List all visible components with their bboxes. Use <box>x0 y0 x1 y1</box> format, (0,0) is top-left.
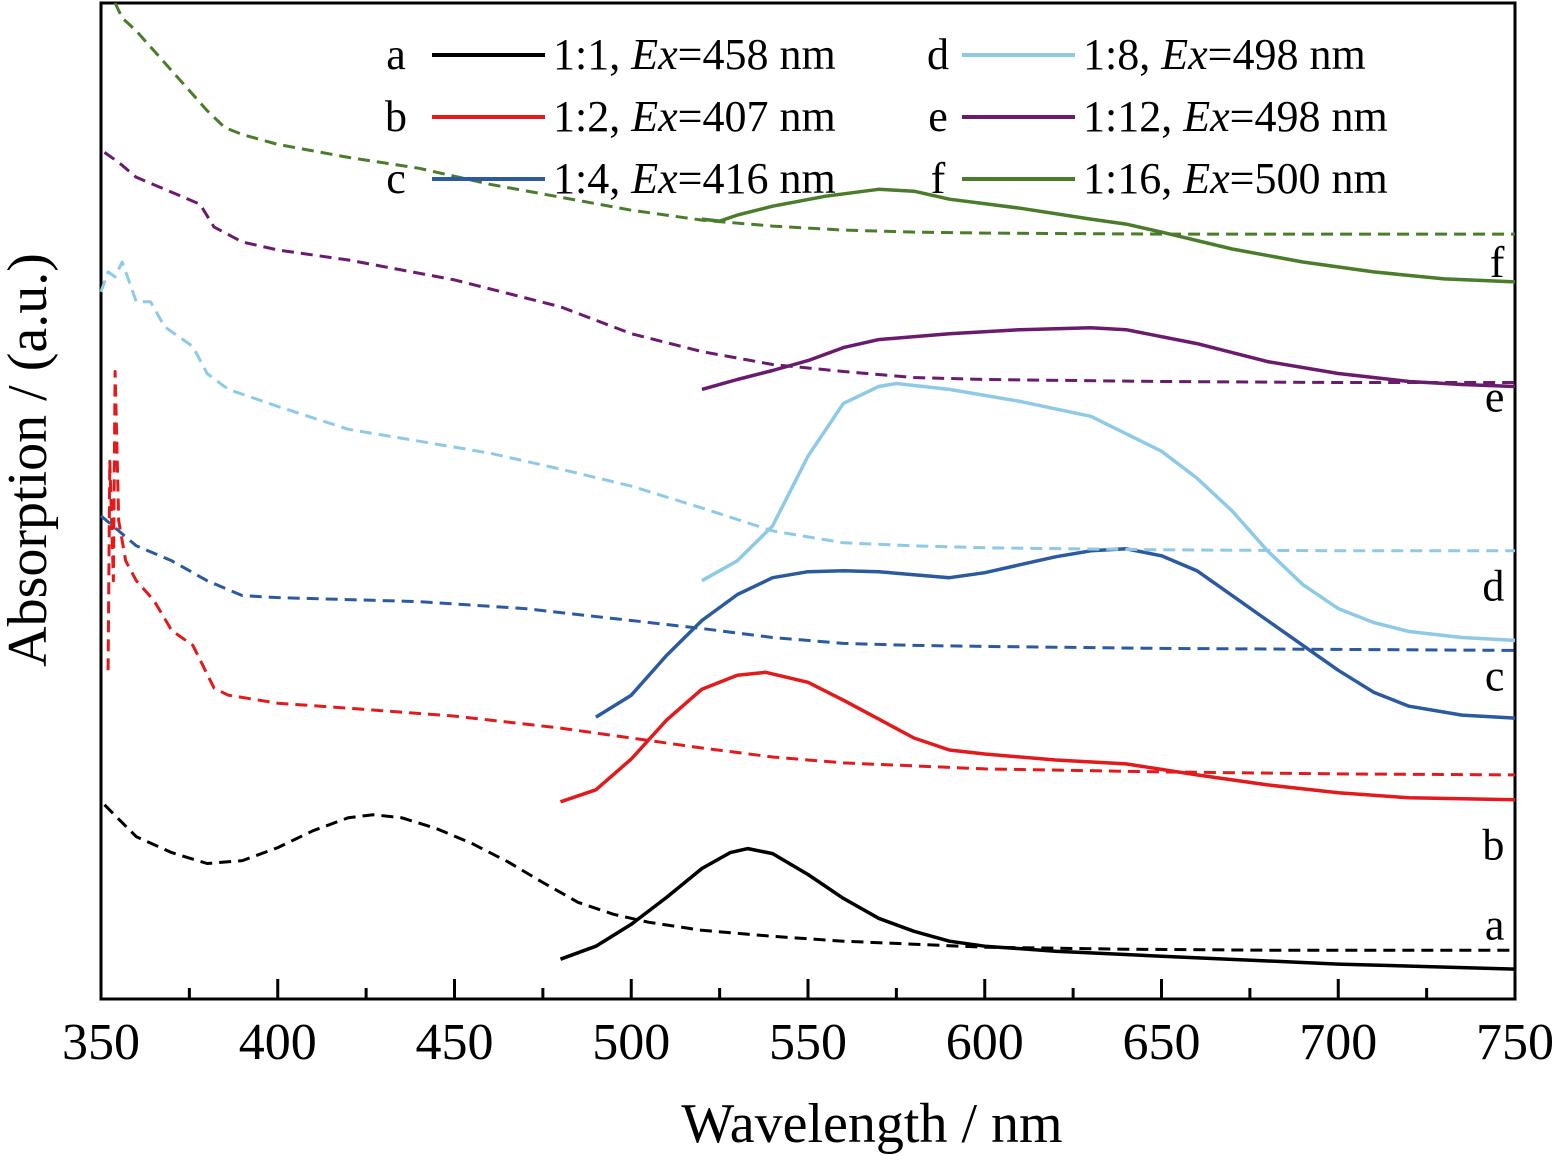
legend-letter-e: e <box>928 92 948 141</box>
legend-ex-prefix: Ex <box>1182 154 1230 203</box>
legend-ex-value: =500 nm <box>1230 154 1388 203</box>
legend-ex-value: =407 nm <box>678 92 836 141</box>
legend-letter-a: a <box>386 30 406 79</box>
x-tick-label-450: 450 <box>416 1014 494 1071</box>
curve-label-d: d <box>1482 562 1504 611</box>
legend-letter-d: d <box>927 30 949 79</box>
legend-ex-prefix: Ex <box>630 92 678 141</box>
emission-curve-a <box>559 846 1516 971</box>
x-tick-label-400: 400 <box>239 1014 317 1071</box>
emission-curve-e <box>701 325 1516 392</box>
x-axis-ticks <box>99 979 1517 999</box>
legend-entry-c: 1:4, Ex=416 nm <box>553 154 836 203</box>
curve-label-e: e <box>1485 372 1505 421</box>
legend: a 1:1, Ex=458 nmb 1:2, Ex=407 nmc 1:4, Ex=4… <box>385 30 1388 203</box>
x-axis-tick-labels: 350 400 450 500 550 600 650 700 750 <box>62 1014 1554 1071</box>
legend-ex-prefix: Ex <box>1182 92 1230 141</box>
legend-ratio: 1:8, <box>1083 30 1161 79</box>
legend-ex-prefix: Ex <box>630 154 678 203</box>
x-tick-label-700: 700 <box>1299 1014 1377 1071</box>
emission-curve-d <box>701 381 1516 643</box>
x-tick-label-500: 500 <box>592 1014 670 1071</box>
absorption-curve-c <box>100 514 1516 652</box>
legend-letter-f: f <box>931 154 946 203</box>
legend-ex-value: =458 nm <box>678 30 836 79</box>
legend-ratio: 1:16, <box>1083 154 1183 203</box>
x-tick-label-350: 350 <box>62 1014 140 1071</box>
curve-label-b: b <box>1482 821 1504 870</box>
legend-ratio: 1:2, <box>553 92 631 141</box>
curve-labels-layer: ab cd e f <box>1482 238 1504 949</box>
legend-ratio: 1:12, <box>1083 92 1183 141</box>
absorption-curve-e <box>103 151 1515 384</box>
legend-ratio: 1:1, <box>553 30 631 79</box>
curve-label-c: c <box>1485 651 1505 700</box>
x-axis-title: Wavelength / nm <box>681 1093 1062 1155</box>
legend-ex-value: =498 nm <box>1208 30 1366 79</box>
legend-entry-e: 1:12, Ex=498 nm <box>1083 92 1388 141</box>
emission-curve-c <box>594 547 1516 720</box>
legend-entry-a: 1:1, Ex=458 nm <box>553 30 836 79</box>
emission-curve-f <box>701 187 1516 284</box>
legend-ex-value: =498 nm <box>1230 92 1388 141</box>
absorption-curve-d <box>99 260 1515 553</box>
legend-ratio: 1:4, <box>553 154 631 203</box>
absorption-curve-a <box>103 803 1515 952</box>
legend-letter-c: c <box>386 154 406 203</box>
y-axis-title: Absorption / (a.u.) <box>0 253 59 667</box>
curve-label-a: a <box>1485 900 1505 949</box>
emission-curve-b <box>559 670 1516 804</box>
x-tick-label-650: 650 <box>1123 1014 1201 1071</box>
legend-ex-prefix: Ex <box>1160 30 1208 79</box>
legend-entry-b: 1:2, Ex=407 nm <box>553 92 836 141</box>
x-tick-label-600: 600 <box>946 1014 1024 1071</box>
absorption-curve-f <box>113 2 1515 236</box>
legend-letter-b: b <box>385 92 407 141</box>
legend-entry-f: 1:16, Ex=500 nm <box>1083 154 1388 203</box>
absorption-curve-b <box>106 370 1516 777</box>
x-tick-label-750: 750 <box>1476 1014 1554 1071</box>
legend-ex-prefix: Ex <box>630 30 678 79</box>
curve-label-f: f <box>1490 238 1505 287</box>
legend-entry-d: 1:8, Ex=498 nm <box>1083 30 1366 79</box>
legend-ex-value: =416 nm <box>678 154 836 203</box>
x-tick-label-550: 550 <box>769 1014 847 1071</box>
curves-layer <box>99 2 1516 971</box>
